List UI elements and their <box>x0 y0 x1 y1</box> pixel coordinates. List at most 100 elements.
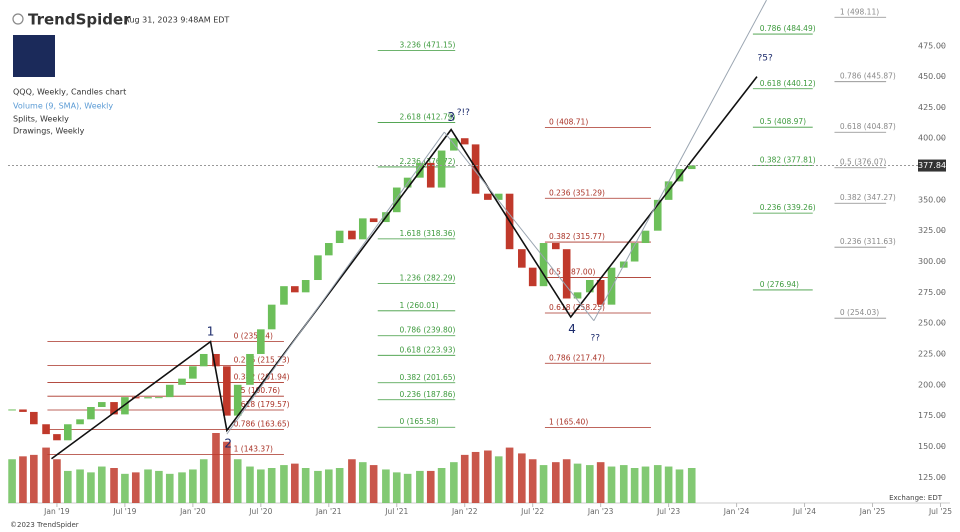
fib-label: 0 (408.71) <box>549 117 588 126</box>
timestamp: Aug 31, 2023 9:48AM EDT <box>124 16 229 25</box>
volume-bar <box>471 451 480 503</box>
logo: TrendSpider <box>12 11 131 29</box>
y-tick-label: 450.00 <box>918 72 946 81</box>
fib-label: 0.382 (201.94) <box>234 372 290 381</box>
fib-label: 0.786 (445.87) <box>840 72 896 81</box>
volume-bar <box>335 468 344 503</box>
volume-bar <box>246 466 254 503</box>
candle <box>53 434 61 441</box>
volume-bar <box>280 465 288 503</box>
volume-bar <box>494 456 503 503</box>
y-tick-label: 475.00 <box>918 41 946 50</box>
fib-label: 0.5 (287.00) <box>549 268 595 277</box>
volume-bar <box>155 470 163 503</box>
fib-label: 0.786 (163.65) <box>234 420 290 429</box>
volume-bar <box>87 472 95 503</box>
volume-bar <box>165 473 174 503</box>
fib-label: 2.618 (412.79) <box>399 112 455 121</box>
x-tick-label: Jan '20 <box>179 507 206 516</box>
candle <box>630 243 639 262</box>
volume-bar <box>324 469 333 503</box>
fib-label: 0.236 (311.63) <box>840 237 896 246</box>
volume-bar <box>76 469 84 503</box>
x-tick-label: Jan '21 <box>315 507 342 516</box>
wave-label: 1 <box>207 324 215 338</box>
candle <box>212 353 220 367</box>
candle <box>19 409 27 412</box>
y-tick-label: 325.00 <box>918 226 946 235</box>
candle <box>641 230 650 244</box>
candle <box>392 187 401 213</box>
legend-volume: Volume (9, SMA), Weekly <box>13 102 113 111</box>
candle <box>30 411 38 425</box>
candle <box>358 218 367 240</box>
candle <box>8 409 16 411</box>
candle <box>110 402 118 415</box>
candle <box>551 243 560 250</box>
y-tick-label: 250.00 <box>918 319 946 328</box>
volume-bar <box>233 459 242 503</box>
avatar <box>13 35 55 77</box>
fib-label: 3.236 (471.15) <box>399 41 455 50</box>
candle <box>87 406 95 420</box>
volume-bar <box>484 450 492 503</box>
candle <box>426 162 435 188</box>
fib-label: 0.618 (404.87) <box>840 122 896 131</box>
volume-bar <box>382 469 390 503</box>
volume-bar <box>314 470 322 503</box>
volume-bar <box>518 453 526 503</box>
logo-icon <box>12 13 24 25</box>
volume-bar <box>416 470 424 503</box>
volume-bar <box>437 468 446 503</box>
candle <box>280 286 288 305</box>
volume-bar <box>110 468 118 503</box>
x-tick-label: Jan '22 <box>451 507 478 516</box>
fib-label: 0.236 (215.73) <box>234 355 290 364</box>
volume-bar <box>348 459 356 503</box>
fib-label: 1 (143.37) <box>234 445 273 454</box>
copyright: ©2023 TrendSpider <box>10 521 79 529</box>
volume-bar <box>687 468 696 503</box>
candle <box>562 249 571 299</box>
volume-bar <box>528 459 537 503</box>
candle <box>437 150 446 188</box>
x-tick-label: Jan '25 <box>859 507 886 516</box>
fib-label: 0 (254.03) <box>840 308 879 317</box>
wave-label: ?!? <box>457 108 470 118</box>
volume-bar <box>189 469 197 503</box>
fib-label: 0.786 (217.47) <box>549 353 605 362</box>
wave-label: 3 <box>447 110 455 124</box>
fib-label: 1 (498.11) <box>840 7 879 16</box>
volume-bar <box>392 472 401 503</box>
y-tick-label: 200.00 <box>918 380 946 389</box>
volume-bar <box>450 462 458 503</box>
volume-bar <box>505 447 514 503</box>
fib-label: 1 (165.40) <box>549 417 588 426</box>
volume-bar <box>131 472 140 503</box>
candle <box>64 424 72 441</box>
volume-bar <box>178 472 186 503</box>
fib-label: 0.5 (376.07) <box>840 158 886 167</box>
candle <box>314 255 322 281</box>
candle <box>528 267 537 287</box>
y-tick-label: 275.00 <box>918 288 946 297</box>
candle <box>189 366 197 379</box>
candle <box>687 165 696 170</box>
candle <box>76 419 84 425</box>
candle <box>178 378 186 385</box>
y-tick-label: 150.00 <box>918 442 946 451</box>
candle <box>199 353 208 367</box>
volume-bar <box>460 454 469 503</box>
candle <box>653 199 662 231</box>
volume-bar <box>641 466 650 503</box>
wave-label: ?? <box>590 333 600 343</box>
fib-label: 0.618 (440.12) <box>760 79 816 88</box>
volume-bar <box>596 462 605 503</box>
volume-bar <box>42 447 50 503</box>
volume-bar <box>301 468 310 503</box>
wave-label: ?5? <box>757 54 773 64</box>
volume-bar <box>562 459 571 503</box>
fib-label: 1.236 (282.29) <box>399 273 455 282</box>
fib-label: 0 (235.14) <box>234 331 273 340</box>
